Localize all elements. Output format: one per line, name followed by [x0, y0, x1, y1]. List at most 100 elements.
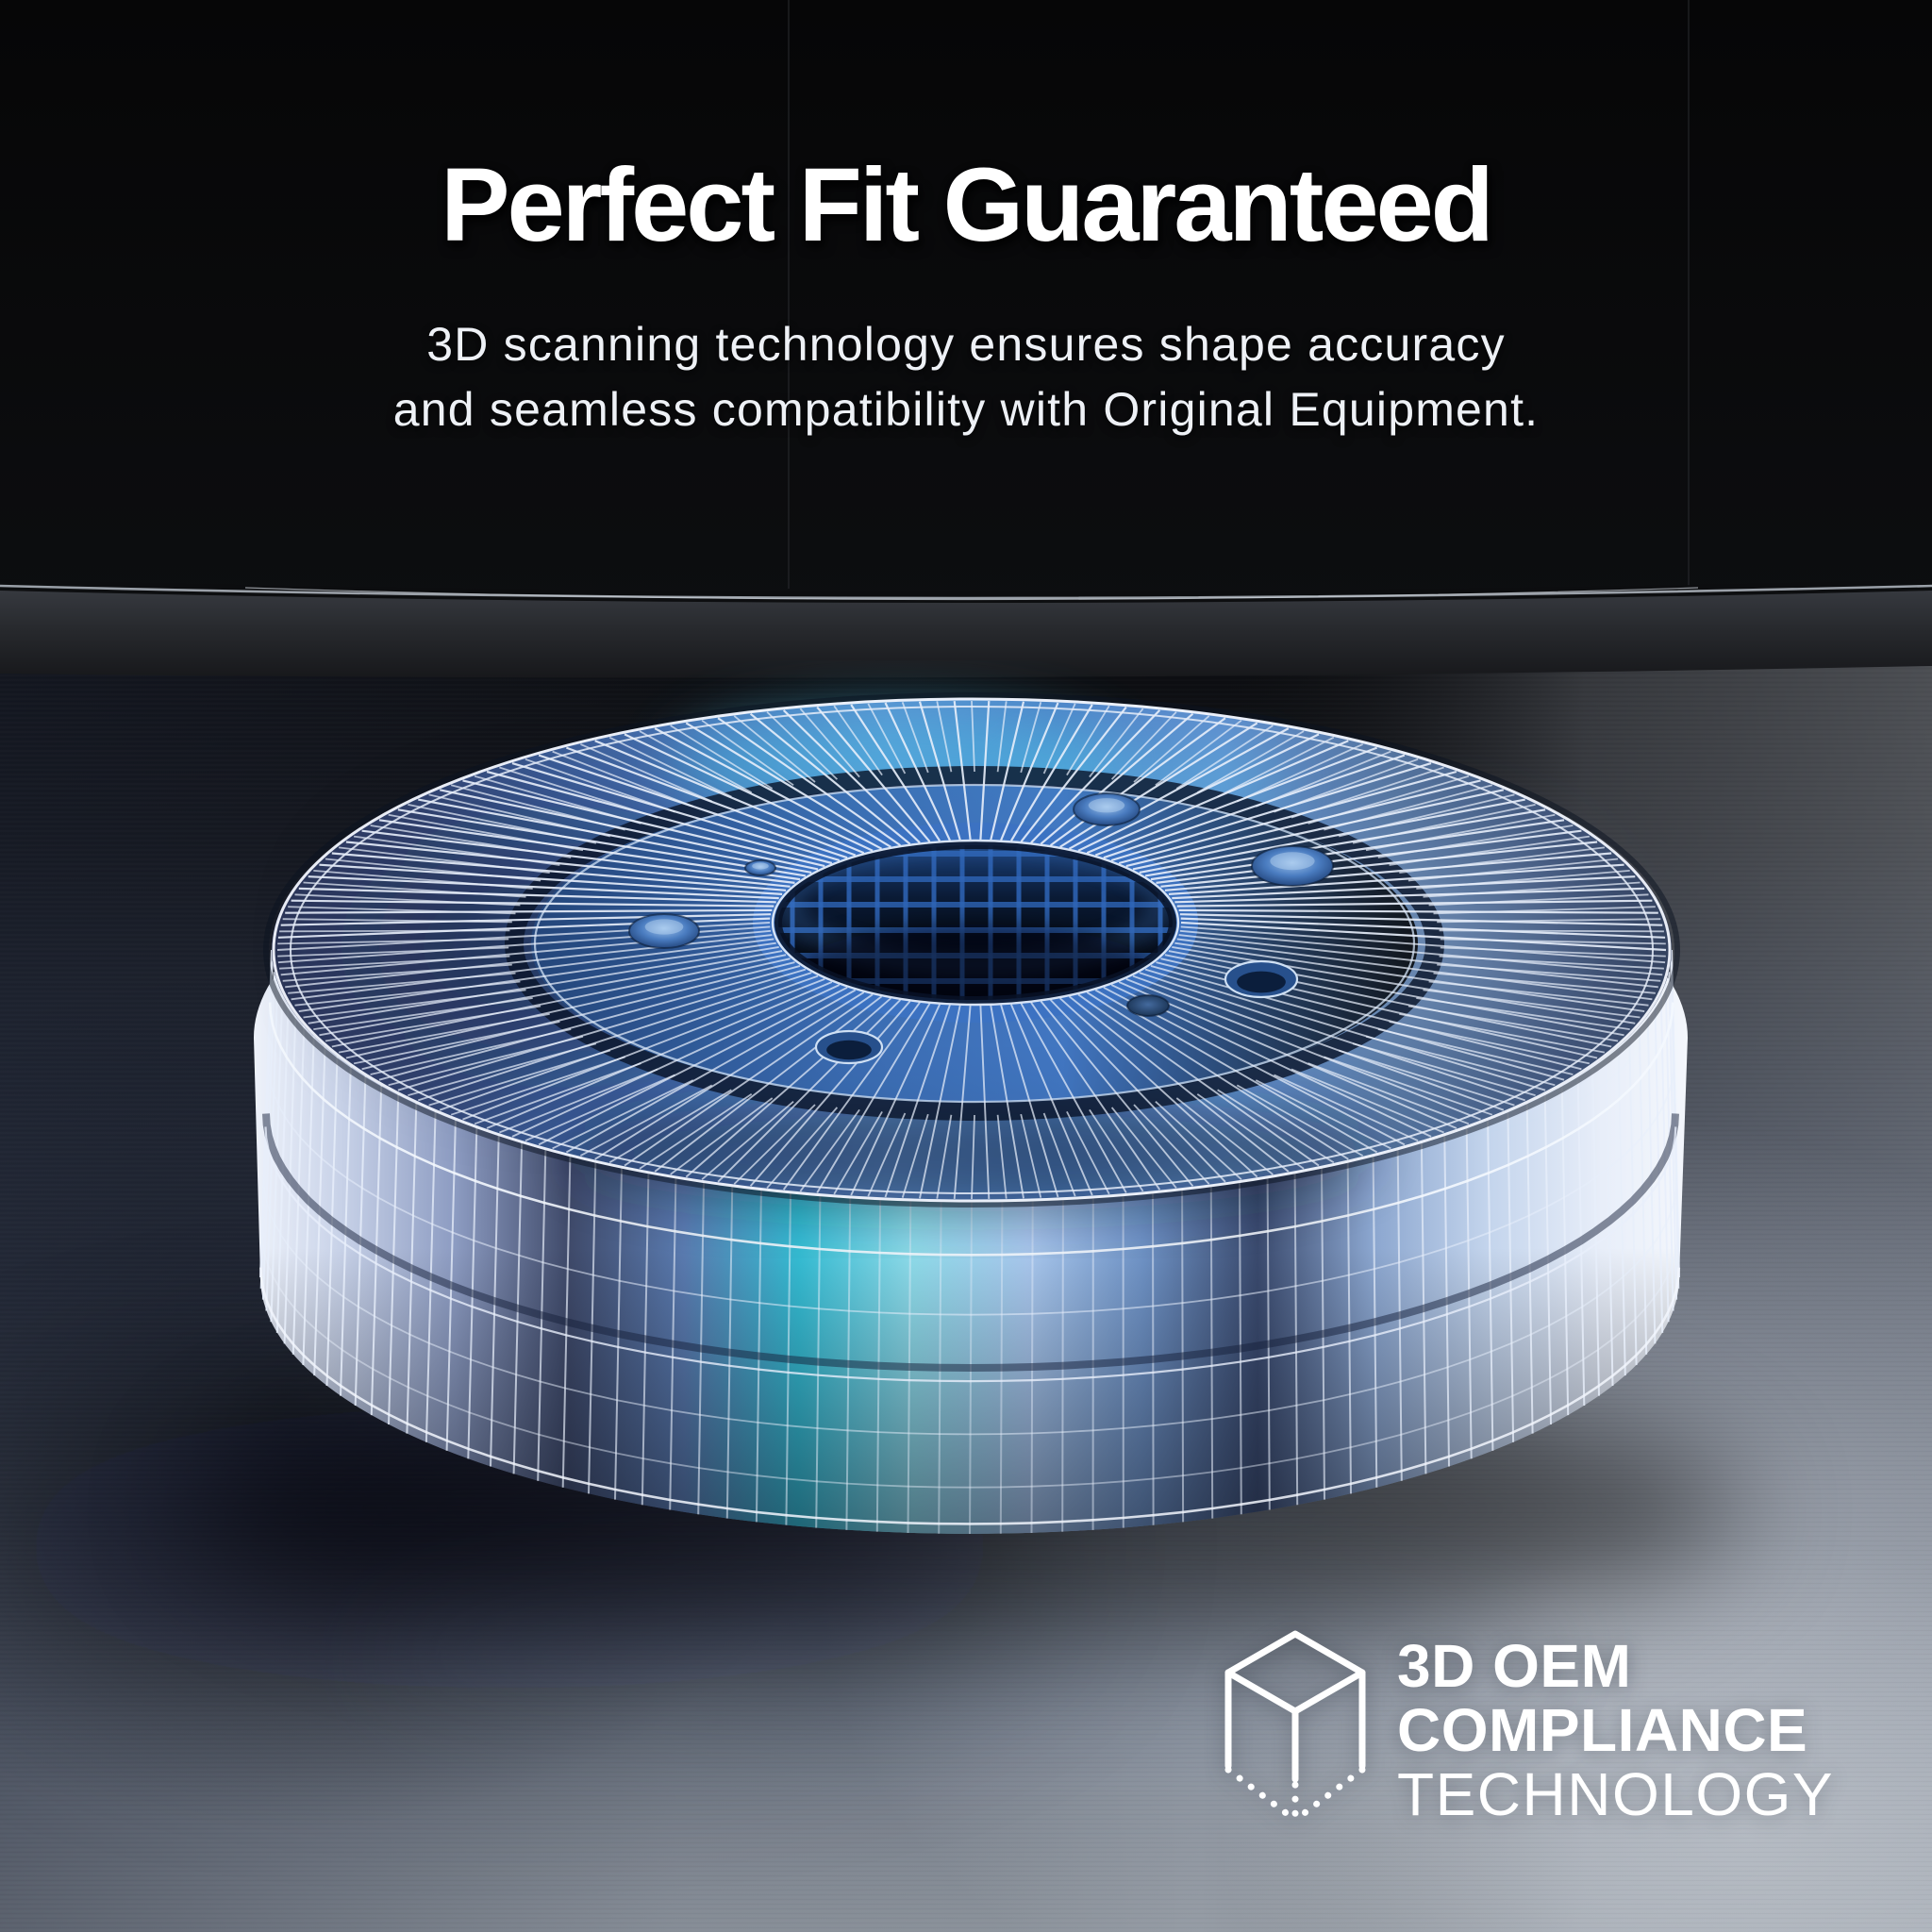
sunburst-line: [486, 770, 833, 865]
sunburst-line-outer: [279, 955, 510, 970]
sunburst-line-outer: [450, 784, 625, 831]
sunburst-line-outer: [474, 774, 641, 824]
sunburst-line-outer: [1365, 1035, 1556, 1087]
bolt-hole: [1251, 845, 1334, 887]
sunburst-line: [291, 938, 774, 1001]
sunburst-line-outer: [1175, 724, 1274, 790]
sunburst-line-outer: [353, 835, 560, 866]
sunburst-line-outer: [1196, 1093, 1305, 1170]
sunburst-line: [418, 972, 812, 1102]
sunburst-line-outer: [1338, 1049, 1515, 1107]
sunburst-line: [1103, 754, 1406, 859]
cube-dotted-right: [1294, 1766, 1366, 1822]
side-ring: [260, 1231, 1679, 1489]
sunburst-line-outer: [499, 766, 658, 819]
sunburst-line-outer: [313, 870, 533, 890]
sunburst-line: [439, 789, 819, 871]
sunburst-line-outer: [1352, 1042, 1536, 1096]
compliance-badge: 3D OEM COMPLIANCE TECHNOLOGY: [1219, 1628, 1834, 1855]
sunburst-line: [1000, 702, 1059, 841]
bolt-hole-highlight: [1270, 852, 1315, 871]
sunburst-line-outer: [1217, 1089, 1335, 1164]
sunburst-line: [594, 740, 865, 855]
sunburst-line-outer: [408, 1042, 597, 1096]
cube-dotted-left: [1224, 1766, 1296, 1822]
side-ring: [262, 1178, 1678, 1436]
sunburst-line-outer: [1440, 938, 1666, 945]
sunburst-line: [1086, 991, 1349, 1160]
sunburst-line: [1144, 968, 1546, 1091]
sunburst-line-outer: [579, 1084, 713, 1157]
sunburst-line: [1150, 964, 1565, 1081]
side-ring: [262, 1113, 1679, 1373]
background-wall: [0, 0, 1932, 623]
sunburst-line: [361, 829, 795, 884]
drum-reflection: [366, 1582, 1574, 1742]
bore-grid: [778, 845, 1173, 1000]
page-title: Perfect Fit Guaranteed: [441, 147, 1494, 263]
sunburst-line: [1139, 972, 1525, 1102]
sunburst-line: [1077, 733, 1320, 852]
bore-rim-light: [771, 839, 1180, 1007]
sunburst-line-outer: [552, 750, 694, 808]
sunburst-line: [1077, 993, 1320, 1167]
sunburst-line-outer: [1155, 1101, 1242, 1180]
sunburst-line-outer: [1020, 1113, 1042, 1198]
sunburst-line-outer: [303, 881, 526, 898]
sunburst-line: [1180, 925, 1666, 964]
sunburst-line-outer: [1020, 702, 1042, 774]
sunburst-line-outer: [552, 1079, 694, 1150]
hub-groove-ring: [505, 766, 1444, 1121]
sunburst-line: [308, 945, 779, 1024]
sunburst-line: [749, 712, 911, 845]
sunburst-line-outer: [1307, 1062, 1470, 1125]
sunburst-line: [1068, 995, 1290, 1173]
sunburst-line-outer: [867, 1112, 907, 1197]
sunburst-line: [1049, 999, 1226, 1183]
sunburst-line-outer: [525, 758, 675, 813]
panel-seam-right: [1688, 0, 1690, 587]
sunburst-line: [979, 1005, 991, 1199]
sunburst-line-outer: [388, 1035, 584, 1087]
sunburst-line: [1172, 945, 1636, 1024]
sunburst-line-outer: [288, 972, 516, 994]
sunburst-line: [1110, 762, 1432, 862]
sunburst-line: [538, 986, 848, 1146]
side-rings: [259, 1002, 1681, 1525]
sunburst-line: [511, 984, 841, 1138]
sunburst-line: [378, 964, 801, 1081]
sunburst-line: [850, 704, 941, 841]
sunburst-line-outer: [733, 715, 816, 783]
sunburst-line-outer: [936, 1114, 953, 1199]
sunburst-line-outer: [733, 1104, 816, 1185]
sunburst-line: [1020, 1003, 1127, 1193]
badge-line-3: TECHNOLOGY: [1397, 1760, 1835, 1828]
sunburst-line: [345, 958, 791, 1059]
sunburst-line-outer: [1042, 1112, 1076, 1197]
sunburst-line-outer: [325, 1005, 541, 1042]
sunburst-line: [685, 722, 891, 848]
sunburst-line-outer: [303, 989, 526, 1019]
bolt-hole-ribbed-inner: [826, 1040, 872, 1060]
sunburst-line: [397, 808, 807, 877]
sunburst-line: [1010, 1004, 1093, 1196]
sunburst-line-outer: [282, 963, 512, 982]
sunburst-line: [850, 1004, 941, 1196]
sunburst-line: [439, 974, 819, 1111]
side-ring: [267, 1060, 1675, 1316]
sunburst-line-outer: [1133, 715, 1210, 783]
sunburst-line: [749, 1000, 911, 1187]
sunburst-line: [285, 908, 773, 914]
sunburst-line-outer: [1042, 703, 1076, 774]
sunburst-line: [462, 978, 825, 1121]
sunburst-line: [486, 981, 833, 1129]
panel-seams: [788, 0, 1690, 589]
bolt-hole: [628, 913, 700, 949]
sunburst-line-outer: [288, 906, 516, 915]
sunburst-line-outer: [1274, 1074, 1419, 1142]
badge-line-2: COMPLIANCE: [1397, 1696, 1808, 1764]
rim-ring-outer: [272, 697, 1672, 1203]
sunburst-line-outer: [294, 980, 521, 1007]
sunburst-line: [462, 779, 825, 868]
